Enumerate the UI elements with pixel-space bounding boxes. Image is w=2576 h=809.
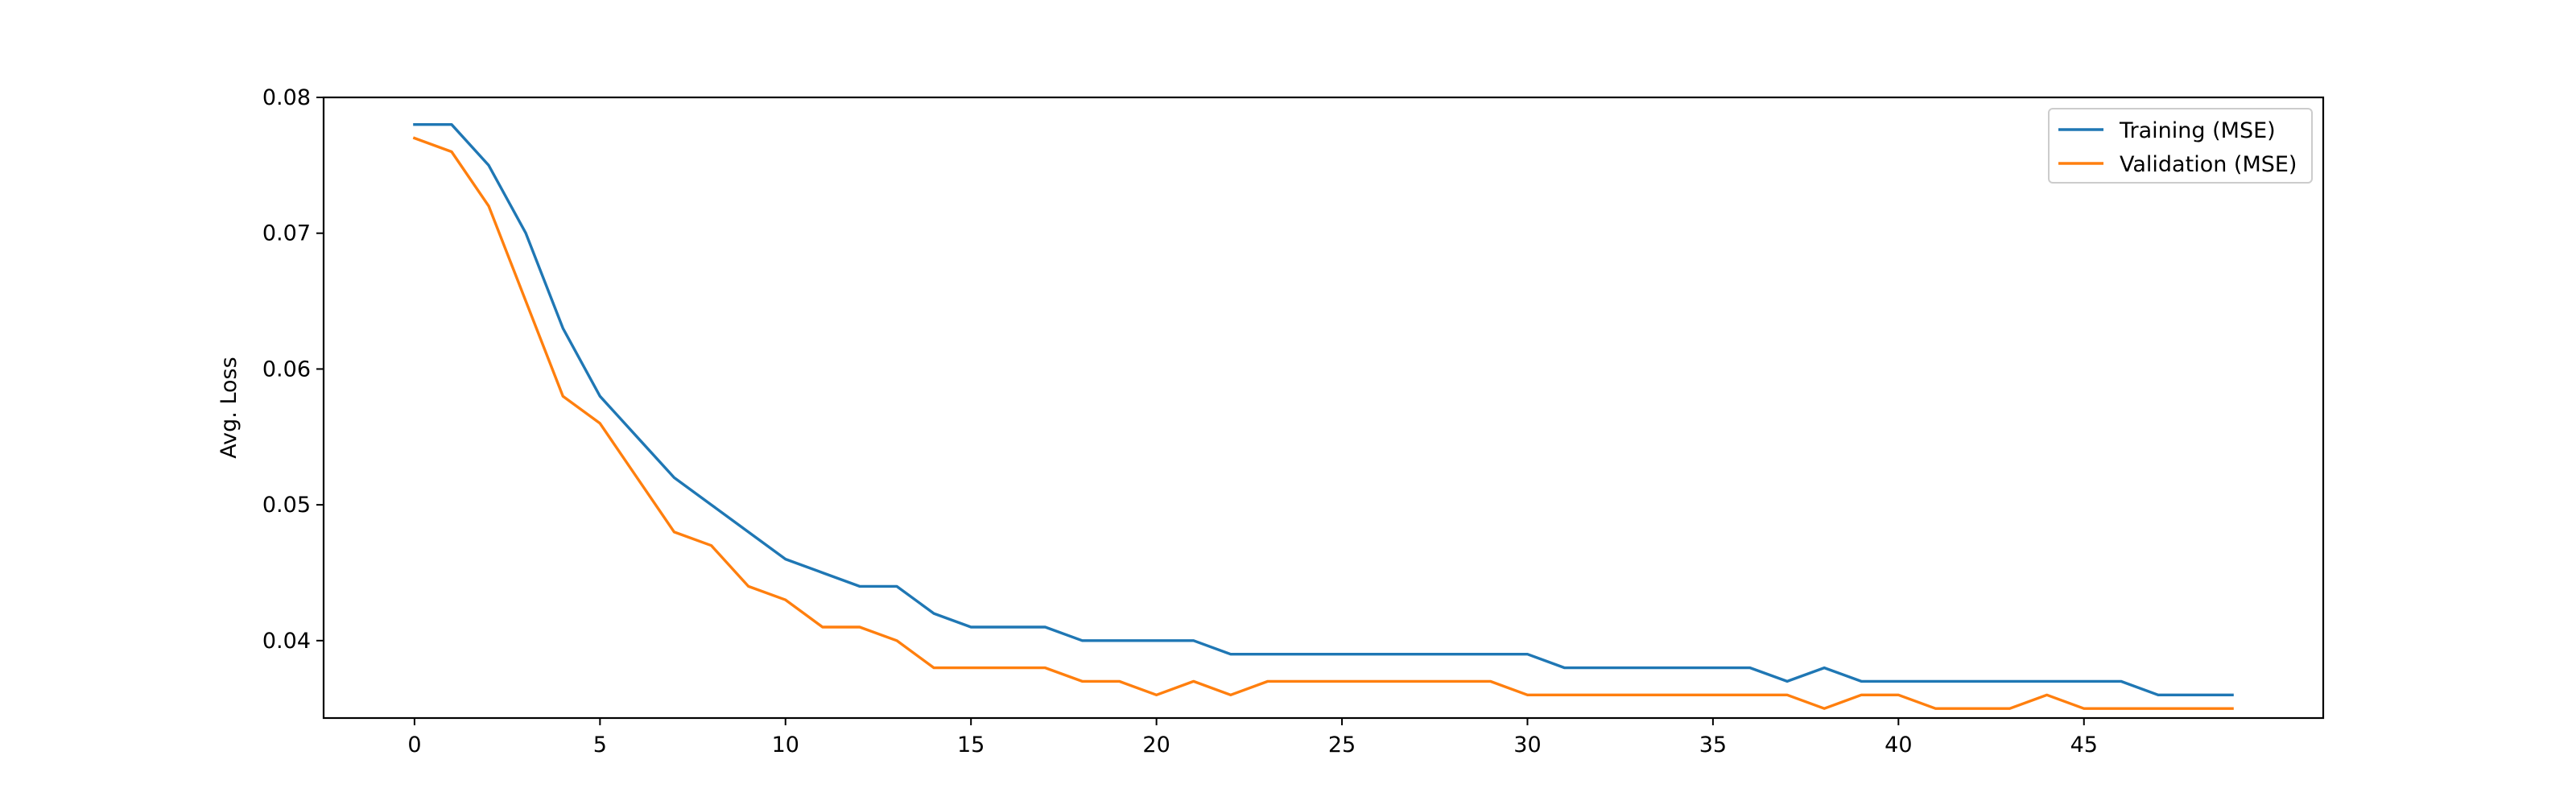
x-tick-label: 0 [407,733,421,757]
x-tick-label: 5 [593,733,607,757]
x-tick-label: 20 [1142,733,1170,757]
series-lines [412,122,2234,710]
legend-box [2048,108,2313,184]
plot-area-frame [322,96,2325,720]
x-tick-label: 25 [1328,733,1356,757]
y-axis-label: Avg. Loss [217,357,242,458]
y-tick-label: 0.04 [262,629,311,654]
x-tick-label: 35 [1699,733,1727,757]
y-tick-label: 0.05 [262,493,311,518]
series-line-training [413,122,2234,696]
y-tick-label: 0.07 [262,221,311,246]
x-tick-label: 30 [1513,733,1541,757]
x-tick-label: 40 [1885,733,1912,757]
series-line-validation [412,136,2234,710]
x-tick-label: 15 [957,733,985,757]
legend: Training (MSE) Validation (MSE) [2048,108,2313,184]
y-tick-label: 0.08 [262,85,311,110]
legend-label-training: Training (MSE) [2119,118,2276,143]
legend-label-validation: Validation (MSE) [2120,152,2297,177]
y-axis-ticks: 0.04 0.05 0.06 0.07 0.08 [262,85,324,654]
y-tick-label: 0.06 [262,357,311,382]
x-tick-label: 10 [772,733,799,757]
x-tick-label: 45 [2070,733,2098,757]
x-axis-ticks: 0 5 10 15 20 25 30 35 40 45 [407,718,2098,757]
